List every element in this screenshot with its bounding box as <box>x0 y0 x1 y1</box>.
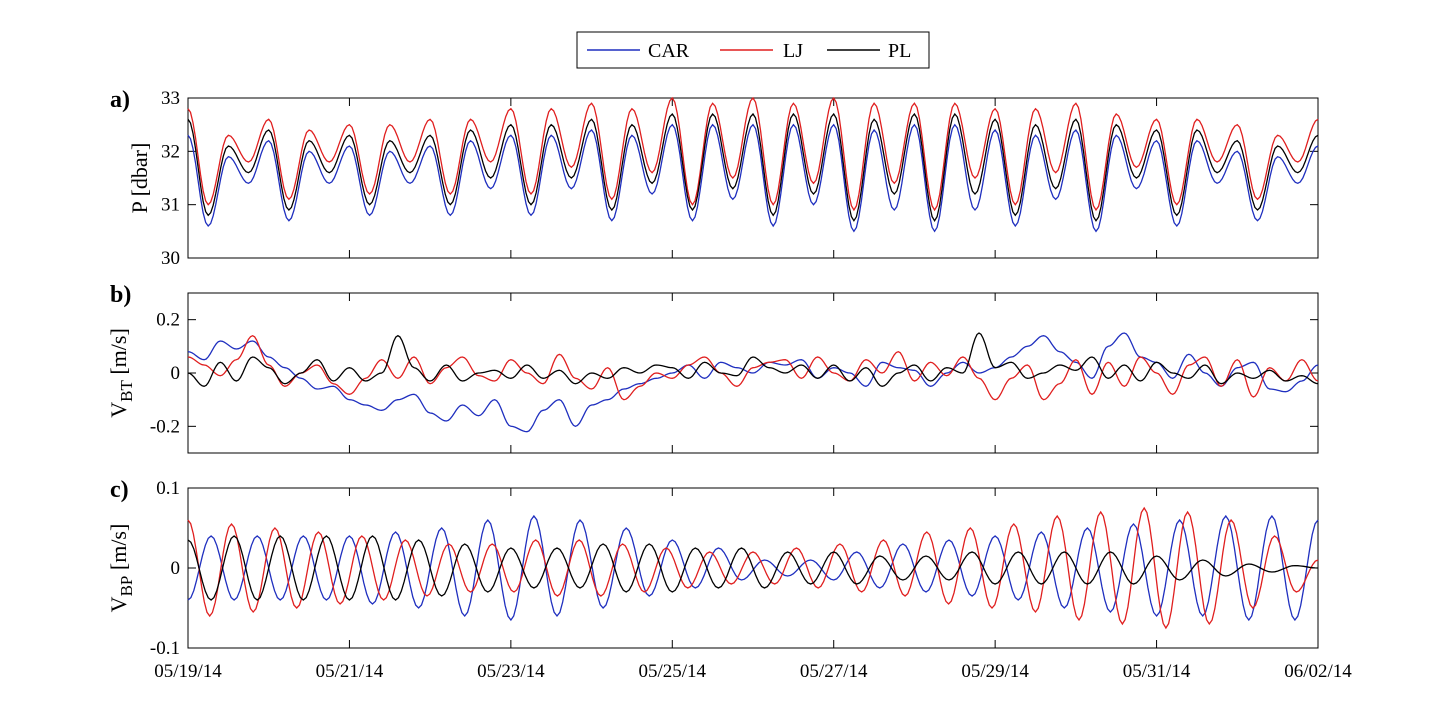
panel-b-ytick-label: 0.2 <box>156 310 180 331</box>
panel-a-series-car <box>187 123 1319 233</box>
panel-c-ytick-label: -0.1 <box>150 638 180 659</box>
panel-b-ytick-label: -0.2 <box>150 416 180 437</box>
x-tick-label: 05/21/14 <box>316 661 384 682</box>
x-tick-label: 05/25/14 <box>639 661 707 682</box>
panel-b-label: b) <box>110 282 131 308</box>
panel-c: c) VBP [m/s] -0.1 0 0.1 <box>106 477 1319 659</box>
x-tick-label: 05/19/14 <box>154 661 222 682</box>
x-tick-label: 05/27/14 <box>800 661 868 682</box>
panel-a-ytick-label: 30 <box>161 248 180 269</box>
panel-c-series-car <box>187 514 1319 622</box>
panel-c-ytick-label: 0.1 <box>156 478 180 499</box>
panel-c-series <box>187 506 1319 630</box>
panel-c-ylabel-main: V <box>106 596 131 612</box>
panel-a-series <box>187 96 1319 233</box>
panel-b-series <box>187 332 1319 433</box>
panel-b-series-lj <box>187 334 1319 401</box>
x-axis-tick-labels: 05/19/14 05/21/14 05/23/14 05/25/14 05/27/14… <box>154 661 1352 682</box>
panel-b-ylabel: VBT [m/s] <box>106 328 136 418</box>
panel-c-ylabel-unit: [m/s] <box>106 524 131 576</box>
panel-a-series-pl <box>187 112 1319 222</box>
panel-b-ylabel-sub: BT <box>117 380 136 402</box>
panel-b-series-car <box>187 332 1319 433</box>
panel-b-ylabel-unit: [m/s] <box>106 328 131 380</box>
legend-label-pl: PL <box>888 40 911 62</box>
panel-c-series-lj <box>187 506 1319 630</box>
panel-b: b) VBT [m/s] -0.2 0 0.2 <box>106 282 1319 454</box>
x-tick-label: 05/29/14 <box>961 661 1029 682</box>
panel-c-series-pl <box>187 535 1319 601</box>
x-tick-label: 05/23/14 <box>477 661 545 682</box>
panel-b-series-pl <box>187 332 1319 387</box>
panel-c-ytick-label: 0 <box>171 558 181 579</box>
x-tick-label: 05/31/14 <box>1123 661 1191 682</box>
panel-a-frame <box>187 97 1319 259</box>
panel-c-yticks: -0.1 0 0.1 <box>150 478 1319 659</box>
panel-c-label: c) <box>110 477 129 503</box>
legend-label-lj: LJ <box>783 40 803 62</box>
panel-a-ytick-label: 33 <box>161 88 180 109</box>
legend: CAR LJ PL <box>576 31 930 69</box>
panel-a-ytick-label: 32 <box>161 141 180 162</box>
panel-a-yticks: 30 31 32 33 <box>161 88 1319 269</box>
panel-a-label: a) <box>110 87 130 113</box>
panel-c-ylabel-sub: BP <box>117 576 136 597</box>
legend-label-car: CAR <box>648 40 690 62</box>
panel-c-ylabel: VBP [m/s] <box>106 524 136 613</box>
panel-a-series-lj <box>187 96 1319 212</box>
x-tick-label: 06/02/14 <box>1284 661 1352 682</box>
panel-b-ylabel-main: V <box>106 402 131 418</box>
panel-a-ytick-label: 31 <box>161 195 180 216</box>
panel-a: a) P [dbar] 30 31 32 33 <box>110 87 1319 269</box>
panel-b-ytick-label: 0 <box>171 363 181 384</box>
panel-a-ylabel: P [dbar] <box>127 143 152 214</box>
